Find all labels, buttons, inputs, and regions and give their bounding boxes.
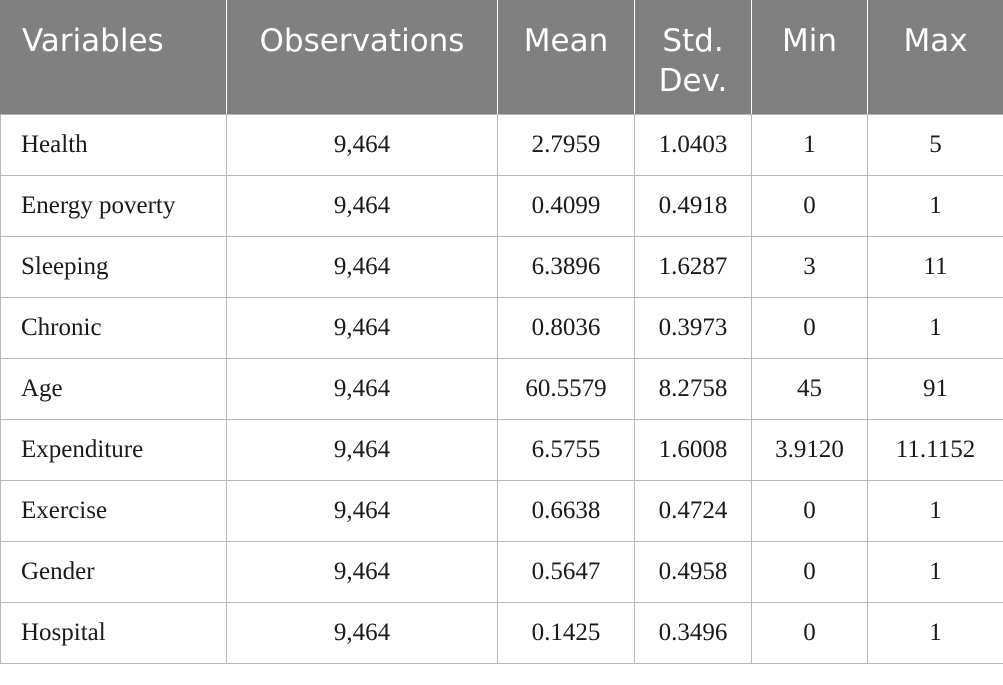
max-cell: 1 (867, 296, 1003, 359)
max-cell: 1 (867, 601, 1003, 664)
variable-cell: Gender (0, 540, 227, 603)
std-dev-cell: 0.4918 (634, 174, 752, 237)
std-dev-cell: 0.3973 (634, 296, 752, 359)
observations-cell: 9,464 (226, 174, 498, 237)
std-dev-cell: 0.4724 (634, 479, 752, 542)
mean-cell: 6.3896 (497, 235, 635, 298)
table-row: Gender 9,464 0.5647 0.4958 0 1 (0, 540, 1003, 603)
mean-cell: 0.6638 (497, 479, 635, 542)
max-cell: 1 (867, 479, 1003, 542)
mean-cell: 2.7959 (497, 113, 635, 176)
variable-cell: Health (0, 113, 227, 176)
mean-cell: 0.4099 (497, 174, 635, 237)
observations-cell: 9,464 (226, 601, 498, 664)
mean-cell: 60.5579 (497, 357, 635, 420)
table-row: Health 9,464 2.7959 1.0403 1 5 (0, 113, 1003, 176)
max-cell: 11.1152 (867, 418, 1003, 481)
table-row: Expenditure 9,464 6.5755 1.6008 3.9120 11.115… (0, 418, 1003, 481)
table-row: Age 9,464 60.5579 8.2758 45 91 (0, 357, 1003, 420)
std-dev-cell: 0.4958 (634, 540, 752, 603)
variable-cell: Age (0, 357, 227, 420)
table-row: Sleeping 9,464 6.3896 1.6287 3 11 (0, 235, 1003, 298)
header-std-dev: Std. Dev. (634, 0, 752, 115)
variable-cell: Exercise (0, 479, 227, 542)
observations-cell: 9,464 (226, 235, 498, 298)
std-dev-cell: 0.3496 (634, 601, 752, 664)
min-cell: 3 (751, 235, 868, 298)
mean-cell: 0.5647 (497, 540, 635, 603)
observations-cell: 9,464 (226, 418, 498, 481)
variable-cell: Sleeping (0, 235, 227, 298)
observations-cell: 9,464 (226, 296, 498, 359)
std-dev-cell: 1.6008 (634, 418, 752, 481)
mean-cell: 6.5755 (497, 418, 635, 481)
observations-cell: 9,464 (226, 479, 498, 542)
variable-cell: Hospital (0, 601, 227, 664)
mean-cell: 0.1425 (497, 601, 635, 664)
min-cell: 0 (751, 174, 868, 237)
min-cell: 1 (751, 113, 868, 176)
table-header: Variables Observations Mean Std. Dev. Mi… (0, 0, 1003, 115)
min-cell: 0 (751, 479, 868, 542)
table-row: Exercise 9,464 0.6638 0.4724 0 1 (0, 479, 1003, 542)
header-min: Min (751, 0, 868, 115)
max-cell: 11 (867, 235, 1003, 298)
std-dev-cell: 8.2758 (634, 357, 752, 420)
table-row: Energy poverty 9,464 0.4099 0.4918 0 1 (0, 174, 1003, 237)
header-max: Max (867, 0, 1003, 115)
max-cell: 1 (867, 540, 1003, 603)
table-body: Health 9,464 2.7959 1.0403 1 5 Energy poverty 9… (0, 113, 1003, 664)
header-mean: Mean (497, 0, 635, 115)
std-dev-cell: 1.6287 (634, 235, 752, 298)
header-row: Variables Observations Mean Std. Dev. Mi… (0, 0, 1003, 115)
table-row: Chronic 9,464 0.8036 0.3973 0 1 (0, 296, 1003, 359)
min-cell: 0 (751, 601, 868, 664)
variable-cell: Chronic (0, 296, 227, 359)
summary-statistics-table: Variables Observations Mean Std. Dev. Mi… (0, 0, 1003, 664)
std-dev-cell: 1.0403 (634, 113, 752, 176)
min-cell: 0 (751, 296, 868, 359)
min-cell: 0 (751, 540, 868, 603)
header-observations: Observations (226, 0, 498, 115)
max-cell: 5 (867, 113, 1003, 176)
observations-cell: 9,464 (226, 540, 498, 603)
mean-cell: 0.8036 (497, 296, 635, 359)
min-cell: 3.9120 (751, 418, 868, 481)
max-cell: 1 (867, 174, 1003, 237)
variable-cell: Energy poverty (0, 174, 227, 237)
header-variables: Variables (0, 0, 227, 115)
min-cell: 45 (751, 357, 868, 420)
observations-cell: 9,464 (226, 113, 498, 176)
table-row: Hospital 9,464 0.1425 0.3496 0 1 (0, 601, 1003, 664)
max-cell: 91 (867, 357, 1003, 420)
observations-cell: 9,464 (226, 357, 498, 420)
variable-cell: Expenditure (0, 418, 227, 481)
